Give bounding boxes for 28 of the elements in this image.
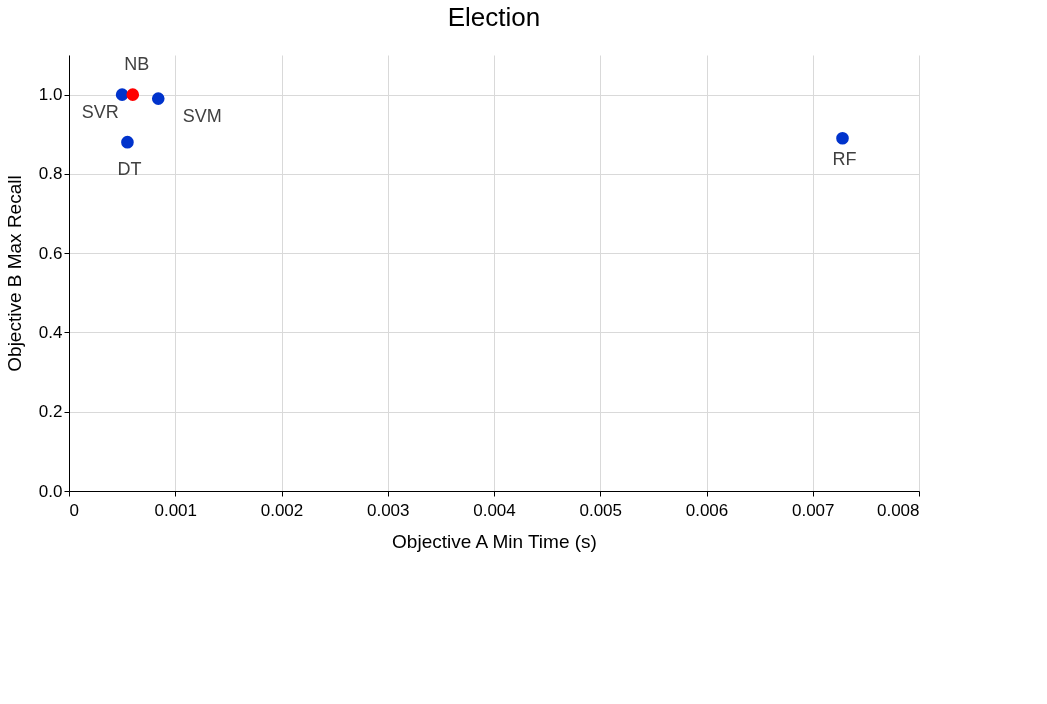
series-label: RF — [832, 149, 857, 170]
point — [121, 135, 134, 149]
series-label: NB — [124, 53, 150, 74]
x-axis-title: Objective A Min Time (s) — [392, 530, 597, 552]
x-tick-label: 0 — [69, 500, 79, 520]
y-tick-label: 0.4 — [38, 322, 63, 342]
point — [126, 88, 140, 101]
y-tick-label: 0.0 — [38, 481, 63, 501]
series-label: SVM — [182, 105, 222, 126]
y-tick-label: 1.0 — [38, 85, 63, 105]
series-label: SVR — [81, 101, 119, 122]
chart-title: Election — [447, 2, 541, 32]
x-tick-label: 0.002 — [260, 500, 304, 520]
x-tick-label: 0.005 — [579, 500, 623, 520]
x-tick-label: 0.008 — [876, 500, 920, 520]
x-tick-label: 0.006 — [685, 500, 729, 520]
y-tick-label: 0.2 — [38, 402, 63, 422]
point — [115, 88, 129, 101]
y-tick-label: 0.6 — [38, 243, 63, 263]
x-tick-label: 0.003 — [366, 500, 410, 520]
x-tick-label: 0.004 — [473, 500, 516, 520]
series-label: DT — [117, 159, 142, 180]
y-tick-label: 0.8 — [38, 164, 63, 184]
point — [836, 131, 849, 145]
y-axis-title: Objective B Max Recall — [3, 175, 25, 372]
point — [151, 92, 165, 105]
x-tick-label: 0.001 — [154, 500, 198, 520]
x-tick-label: 0.007 — [791, 500, 835, 520]
